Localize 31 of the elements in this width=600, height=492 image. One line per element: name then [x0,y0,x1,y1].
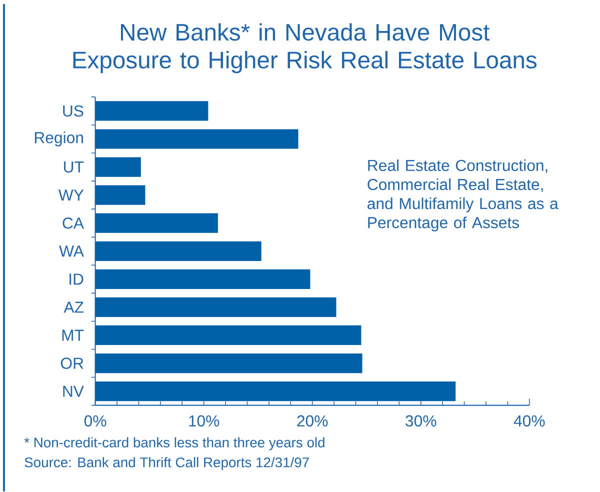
annotation: Real Estate Construction, Commercial Real Estate, and Multifamily Loans as a Percentage of Assets [368,159,558,232]
bar [95,269,310,289]
x-tick-label: 10% [189,415,220,426]
y-tick-label: AZ [64,302,84,312]
y-tick-label: UT [64,161,84,172]
chart-title: New Banks* in Nevada Have Most Exposure to Higher Risk Real Estate Loans [73,23,537,74]
bar [95,129,298,149]
y-tick-label: OR [60,357,84,369]
x-tick-label: 30% [406,415,436,426]
y-tick-label: WY [58,189,84,200]
y-tick-label: MT [62,330,84,341]
y-tick-label: CA [62,217,84,229]
x-tick-label: 20% [297,415,328,426]
bar [95,157,141,177]
y-tick-label: ID [70,274,84,284]
bar [95,100,208,121]
text: * Non-credit-card banks less than three years old [24,437,324,450]
x-tick-label: 0% [84,415,106,426]
bar [95,297,336,317]
bar [95,381,456,401]
y-tick-label: Region [34,131,83,146]
bar [95,185,146,205]
bar [95,353,362,373]
source-note: Source: Bank and Thrift Call Reports 12/31/97 [24,456,309,470]
bar [95,213,218,233]
y-tick-label: US [63,105,84,116]
bar [95,325,362,345]
y-tick-label: NV [63,386,84,397]
y-tick-label: WA [59,246,84,256]
bar [95,241,262,261]
x-tick-label: 40% [514,415,545,426]
